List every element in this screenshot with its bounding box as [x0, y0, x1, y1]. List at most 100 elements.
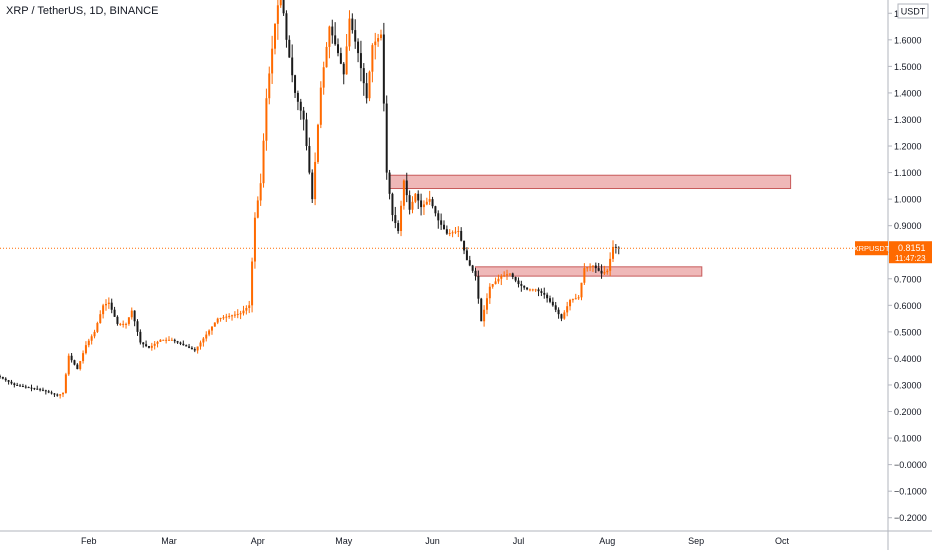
currency-label-box [897, 3, 929, 19]
candle-body [291, 57, 294, 76]
candle [551, 297, 554, 307]
candle-body [609, 258, 612, 271]
candle-body [357, 41, 360, 54]
candle-body [73, 360, 76, 365]
candle [182, 340, 185, 346]
candle [402, 179, 405, 210]
candle-body [448, 232, 451, 234]
currency-label: USDT [901, 7, 926, 17]
candle [477, 270, 480, 304]
candle [159, 339, 162, 342]
candle-body [551, 301, 554, 306]
candle [548, 295, 551, 304]
candle [185, 344, 188, 347]
price-tick-label: 1.0000 [894, 195, 922, 205]
candle-body [391, 193, 394, 216]
candle [374, 32, 377, 60]
candle [288, 35, 291, 58]
price-tick-label: 0.7000 [894, 274, 922, 284]
candle-body [122, 323, 125, 325]
candle-body [563, 312, 566, 319]
candle-body [245, 307, 248, 311]
candle [173, 338, 176, 344]
candle-body [319, 87, 322, 125]
candle-body [591, 265, 594, 267]
candle [59, 394, 62, 399]
candle-body [571, 299, 574, 301]
time-tick-label: Jul [513, 536, 525, 546]
candle [571, 298, 574, 303]
price-tick-label: 0.3000 [894, 380, 922, 390]
candle [127, 317, 130, 326]
candle [345, 34, 348, 75]
candle-body [374, 41, 377, 46]
candle-body [33, 388, 36, 390]
candle-body [262, 140, 265, 184]
candle-body [145, 344, 148, 347]
candle-body [62, 392, 65, 395]
candle [305, 112, 308, 151]
candle [371, 43, 374, 83]
candle [314, 152, 317, 206]
candle-body [271, 48, 274, 74]
candle-body [534, 289, 537, 291]
candle [271, 35, 274, 84]
candle [557, 307, 560, 319]
candle-body [13, 383, 16, 385]
candle-layer [0, 0, 620, 399]
candle [460, 227, 463, 242]
candle [422, 200, 425, 215]
candle-body [139, 331, 142, 343]
candle-body [47, 391, 50, 393]
candle-body [414, 193, 417, 202]
candle [351, 13, 354, 34]
candle-body [451, 232, 454, 234]
candle-body [480, 298, 483, 322]
candle-body [199, 342, 202, 347]
candle-body [168, 339, 171, 341]
candle [133, 310, 136, 327]
candle [79, 360, 82, 371]
candle-body [514, 277, 517, 281]
resistance-zone [389, 174, 792, 190]
candle [67, 353, 70, 376]
candle [302, 106, 305, 131]
candle-body [251, 261, 254, 306]
candle [348, 10, 351, 51]
candle-body [314, 161, 317, 200]
candle [259, 173, 262, 206]
time-tick-label: May [335, 536, 353, 546]
candle [145, 340, 148, 348]
candle-body [434, 206, 437, 214]
candle [84, 341, 87, 355]
candle-body [362, 68, 365, 84]
candle-body [273, 23, 276, 49]
candle-body [170, 339, 173, 341]
candle [506, 269, 509, 280]
candle [193, 347, 196, 353]
candle [457, 226, 460, 238]
candle [239, 310, 242, 320]
candle-body [119, 323, 122, 325]
candle [176, 340, 179, 345]
candle [13, 382, 16, 388]
candle [322, 61, 325, 95]
candle-body [328, 26, 331, 47]
candle [236, 309, 239, 319]
candle [566, 301, 569, 317]
candle [526, 287, 529, 291]
candle-body [606, 270, 609, 273]
candle [560, 313, 563, 322]
candle [428, 190, 431, 205]
candle-body [405, 180, 408, 196]
candle [110, 298, 113, 314]
candle [10, 379, 13, 385]
candle [382, 22, 385, 112]
candle [339, 47, 342, 65]
candle-body [202, 338, 205, 343]
candle-body [594, 265, 597, 269]
price-tick-label: 1.1000 [894, 168, 922, 178]
candle-body [348, 18, 351, 47]
candle [580, 282, 583, 301]
